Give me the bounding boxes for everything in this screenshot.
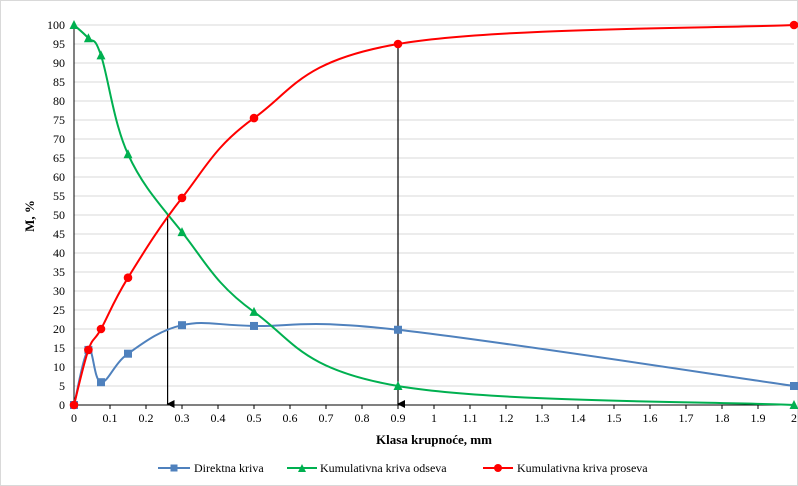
legend-marker-circle: [494, 464, 502, 472]
series-line-1: [73, 321, 795, 406]
series-line-3: [73, 24, 795, 406]
y-tick-label: 85: [53, 75, 65, 89]
data-point-circle: [96, 324, 106, 334]
x-tick-label: 1.1: [463, 411, 478, 425]
series-lines: [73, 24, 795, 406]
data-point-square: [178, 321, 186, 330]
y-tick-label: 65: [53, 151, 65, 165]
legend: Direktna kriva Kumulativna kriva odseva …: [158, 461, 648, 475]
x-tick-labels: 0 0.1 0.2 0.3 0.4 0.5 0.6 0.7 0.8 0.9 1 1.1 1.2 1.3 1.…: [71, 411, 797, 425]
data-point-circle: [69, 400, 79, 410]
legend-item-proseva: Kumulativna kriva proseva: [483, 461, 648, 475]
y-tick-label: 40: [53, 246, 65, 260]
x-tick-label: 1.3: [535, 411, 550, 425]
x-tick-label: 1.2: [499, 411, 514, 425]
legend-marker-square: [170, 464, 178, 472]
y-tick-label: 100: [47, 18, 65, 32]
data-point-square: [97, 378, 105, 387]
data-point-triangle: [177, 227, 187, 237]
grid: [74, 24, 794, 387]
annotation-arrows: [166, 44, 405, 408]
data-point-triangle: [123, 149, 133, 159]
y-tick-label: 55: [53, 189, 65, 203]
data-point-triangle: [96, 50, 106, 60]
legend-label: Direktna kriva: [194, 461, 264, 475]
data-point-triangle: [249, 306, 259, 316]
y-tick-label: 5: [59, 379, 65, 393]
series-line-2: [73, 24, 795, 406]
data-point-triangle: [69, 20, 79, 29]
y-tick-label: 70: [53, 132, 65, 146]
axes: [73, 25, 795, 409]
y-tick-label: 0: [59, 398, 65, 412]
data-point-square: [250, 321, 258, 330]
y-tick-label: 10: [53, 360, 65, 374]
x-tick-label: 1.9: [751, 411, 766, 425]
x-tick-label: 0.8: [355, 411, 370, 425]
legend-label: Kumulativna kriva odseva: [320, 461, 447, 475]
y-axis-title: M, %: [22, 200, 37, 232]
legend-label: Kumulativna kriva proseva: [517, 461, 648, 475]
data-point-circle: [789, 20, 798, 30]
x-tick-label: 2: [791, 411, 797, 425]
y-tick-label: 90: [53, 56, 65, 70]
x-tick-label: 0.5: [247, 411, 262, 425]
y-tick-label: 45: [53, 227, 65, 241]
data-point-square: [394, 325, 402, 334]
x-tick-label: 1.7: [679, 411, 694, 425]
x-tick-label: 1.6: [643, 411, 658, 425]
series-markers: [69, 20, 798, 410]
data-point-square: [124, 349, 132, 358]
x-tick-label: 0.2: [139, 411, 154, 425]
x-axis-title: Klasa krupnoće, mm: [376, 432, 492, 447]
y-tick-label: 95: [53, 37, 65, 51]
y-tick-label: 30: [53, 284, 65, 298]
legend-item-direktna: Direktna kriva: [158, 461, 264, 475]
y-tick-label: 80: [53, 94, 65, 108]
x-tick-label: 1: [431, 411, 437, 425]
y-tick-label: 20: [53, 322, 65, 336]
x-tick-label: 0.6: [283, 411, 298, 425]
x-tick-label: 0.3: [175, 411, 190, 425]
data-point-circle: [249, 113, 259, 123]
data-point-triangle: [789, 400, 798, 409]
y-tick-label: 35: [53, 265, 65, 279]
data-point-circle: [123, 273, 133, 283]
data-point-circle: [177, 193, 187, 203]
data-point-circle: [84, 345, 93, 355]
legend-marker-triangle: [298, 464, 306, 472]
y-tick-label: 50: [53, 208, 65, 222]
y-tick-label: 25: [53, 303, 65, 317]
y-tick-labels: 0 5 10 15 20 25 30 35 40 45 50 55 60 65 70 75 80 85 90 95 10…: [47, 18, 65, 412]
x-tick-label: 0.7: [319, 411, 334, 425]
y-tick-label: 60: [53, 170, 65, 184]
x-tick-label: 1.5: [607, 411, 622, 425]
x-tick-label: 0: [71, 411, 77, 425]
x-tick-label: 1.8: [715, 411, 730, 425]
x-tick-label: 0.1: [103, 411, 118, 425]
y-tick-label: 75: [53, 113, 65, 127]
data-point-triangle: [393, 381, 403, 390]
x-tick-label: 0.9: [391, 411, 406, 425]
x-tick-label: 1.4: [571, 411, 586, 425]
data-point-circle: [393, 39, 403, 49]
x-tick-label: 0.4: [211, 411, 226, 425]
data-point-triangle: [83, 33, 93, 43]
legend-item-odseva: Kumulativna kriva odseva: [287, 461, 447, 475]
y-tick-label: 15: [53, 341, 65, 355]
data-point-square: [790, 382, 798, 390]
